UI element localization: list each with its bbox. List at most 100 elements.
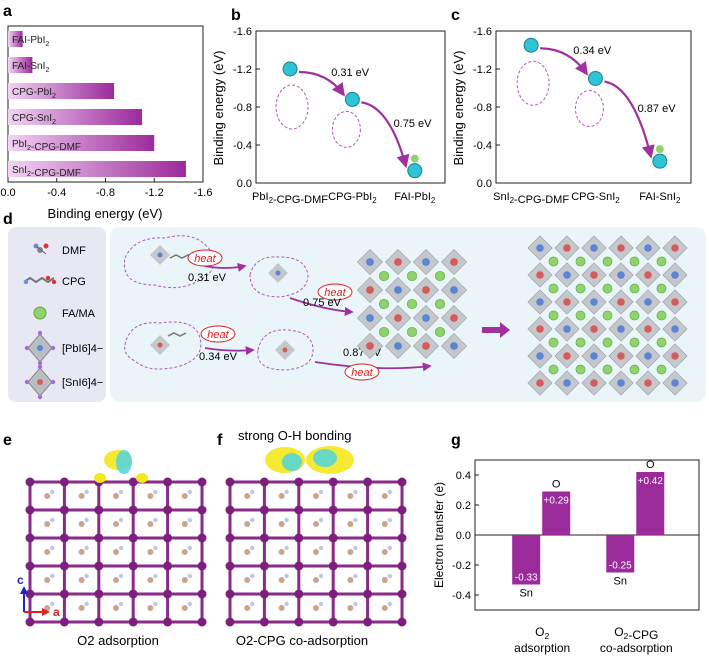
chart-g-tick-label: -0.4 (452, 590, 471, 602)
chart-b-point (282, 61, 298, 77)
lattice-large-metal-atom (644, 379, 652, 387)
slab-e-organic-cation (187, 573, 192, 579)
lattice-large-metal-atom (671, 352, 679, 360)
slab-e-atom (59, 505, 69, 515)
chart-c-category-label: CPG-SnI2 (571, 191, 619, 205)
slab-e-atom (94, 533, 104, 543)
slab-f-atom (259, 561, 269, 571)
panel-label-f: f (217, 432, 223, 449)
slab-e-organic-cation (181, 549, 188, 555)
slab-f-atom (397, 533, 407, 543)
slab-e-atom (128, 617, 138, 627)
slab-f-organic-cation (250, 489, 255, 495)
lattice-large-metal-atom (617, 271, 625, 279)
lattice-large-a-site-cation (602, 256, 613, 267)
chart-g: 0.4 0.2 0.0 -0.2 -0.4 -0.33 Sn +0.29 O O2adsorpti… (452, 459, 700, 655)
slab-f-organic-cation (244, 577, 251, 583)
slab-e-organic-cation (50, 517, 55, 523)
slab-e-atom (128, 561, 138, 571)
slab-e-atom (197, 561, 207, 571)
slab-e-organic-cation (84, 573, 89, 579)
slab-f-organic-cation (278, 493, 285, 499)
slab-f-organic-cation (278, 605, 285, 611)
chart-c: -1.6 -1.2 -0.8 -0.4 0.0 0.34 eV 0.87 eV SnI2-CP… (473, 26, 692, 206)
lattice-small-metal-atom (450, 314, 458, 322)
slab-f-atom (397, 589, 407, 599)
slab-f-organic-cation (347, 605, 354, 611)
chart-a-bar (8, 57, 33, 73)
slab-f-atom (225, 533, 235, 543)
slab-f-organic-cation (381, 577, 388, 583)
chart-a-bar (8, 109, 143, 125)
slab-f-atom (397, 477, 407, 487)
lattice-large-metal-atom (617, 244, 625, 252)
slab-e-atom (25, 589, 35, 599)
lattice-small-a-site-cation (434, 326, 446, 338)
lattice-large-a-site-cation (629, 337, 640, 348)
slab-e-organic-cation (84, 545, 89, 551)
chart-b-tick-label: 0.0 (237, 178, 252, 190)
lattice-large-a-site-cation (629, 364, 640, 375)
chart-b-energy-annotation: 0.31 eV (331, 67, 370, 79)
slab-e-organic-cation (44, 549, 51, 555)
lattice-large-a-site-cation (575, 364, 586, 375)
chart-g-bar (636, 472, 665, 535)
slab-e-organic-cation (153, 517, 158, 523)
slab-f-atom (328, 477, 338, 487)
slab-e-atom (197, 477, 207, 487)
arrow-pb-step1 (204, 262, 247, 272)
lattice-small-metal-atom (422, 258, 430, 266)
slab-f-organic-cation (347, 549, 354, 555)
chart-a-tick-label: -1.6 (194, 187, 213, 199)
chart-a-tick-label: -0.8 (96, 187, 115, 199)
chart-b-category-label: FAI-PbI2 (394, 191, 435, 205)
lattice-large-metal-atom (671, 325, 679, 333)
chart-g-series-label: O (552, 479, 561, 491)
chart-b-complex-outline (331, 110, 361, 148)
slab-e-organic-cation (84, 601, 89, 607)
chart-b-fa-molecule (410, 154, 419, 163)
heat-badge-4: heat (344, 363, 380, 381)
lattice-large-metal-atom (590, 244, 598, 252)
lattice-large-metal-atom (671, 244, 679, 252)
slab-f-organic-cation (284, 601, 289, 607)
slab-e-organic-cation (118, 517, 124, 523)
lattice-small-metal-atom (394, 342, 402, 350)
chart-c-point (652, 153, 668, 169)
coadsorption-charge-density-lobes (265, 446, 354, 474)
chart-c-energy-annotation: 0.87 eV (638, 103, 677, 115)
chart-b-point (344, 91, 360, 107)
slab-e-organic-cation (78, 493, 85, 499)
chart-b-category-label: PbI2-CPG-DMF (252, 191, 328, 206)
lattice-large-metal-atom (644, 244, 652, 252)
slab-e-organic-cation (187, 601, 192, 607)
chart-a-category-label: CPG-SnI2 (12, 113, 56, 126)
slab-e-atom (25, 561, 35, 571)
lattice-large-metal-atom (536, 379, 544, 387)
lattice-small-metal-atom (366, 342, 374, 350)
lattice-large-metal-atom (617, 298, 625, 306)
slab-f-organic-cation (250, 517, 255, 523)
axis-indicator: c a (17, 573, 60, 619)
chart-a-category-label: PbI2-CPG-DMF (12, 139, 81, 153)
slab-f-organic-cation (381, 605, 388, 611)
chart-a-category-label: CPG-PbI2 (12, 87, 56, 100)
slab-e-atom (128, 533, 138, 543)
slab-e-atom (94, 617, 104, 627)
lattice-small-metal-atom (366, 314, 374, 322)
energy-label-pb-1: 0.31 eV (188, 272, 227, 284)
slab-f-atom (259, 505, 269, 515)
lattice-large-a-site-cation (575, 337, 586, 348)
big-arrow-right (482, 322, 510, 338)
lattice-small-metal-atom (366, 258, 374, 266)
slab-e-organic-cation (153, 545, 158, 551)
chart-b-ylabel: Binding energy (eV) (211, 51, 226, 166)
lattice-large-a-site-cation (629, 283, 640, 294)
heat-badge-1: heat (187, 249, 223, 267)
slab-e-organic-cation (147, 521, 154, 527)
slab-f-organic-cation (318, 573, 324, 579)
chart-g-ylabel: Electron transfer (e) (432, 482, 446, 588)
lattice-small-metal-atom (450, 286, 458, 294)
lattice-large-metal-atom (590, 379, 598, 387)
slab-e-organic-cation (78, 549, 85, 555)
